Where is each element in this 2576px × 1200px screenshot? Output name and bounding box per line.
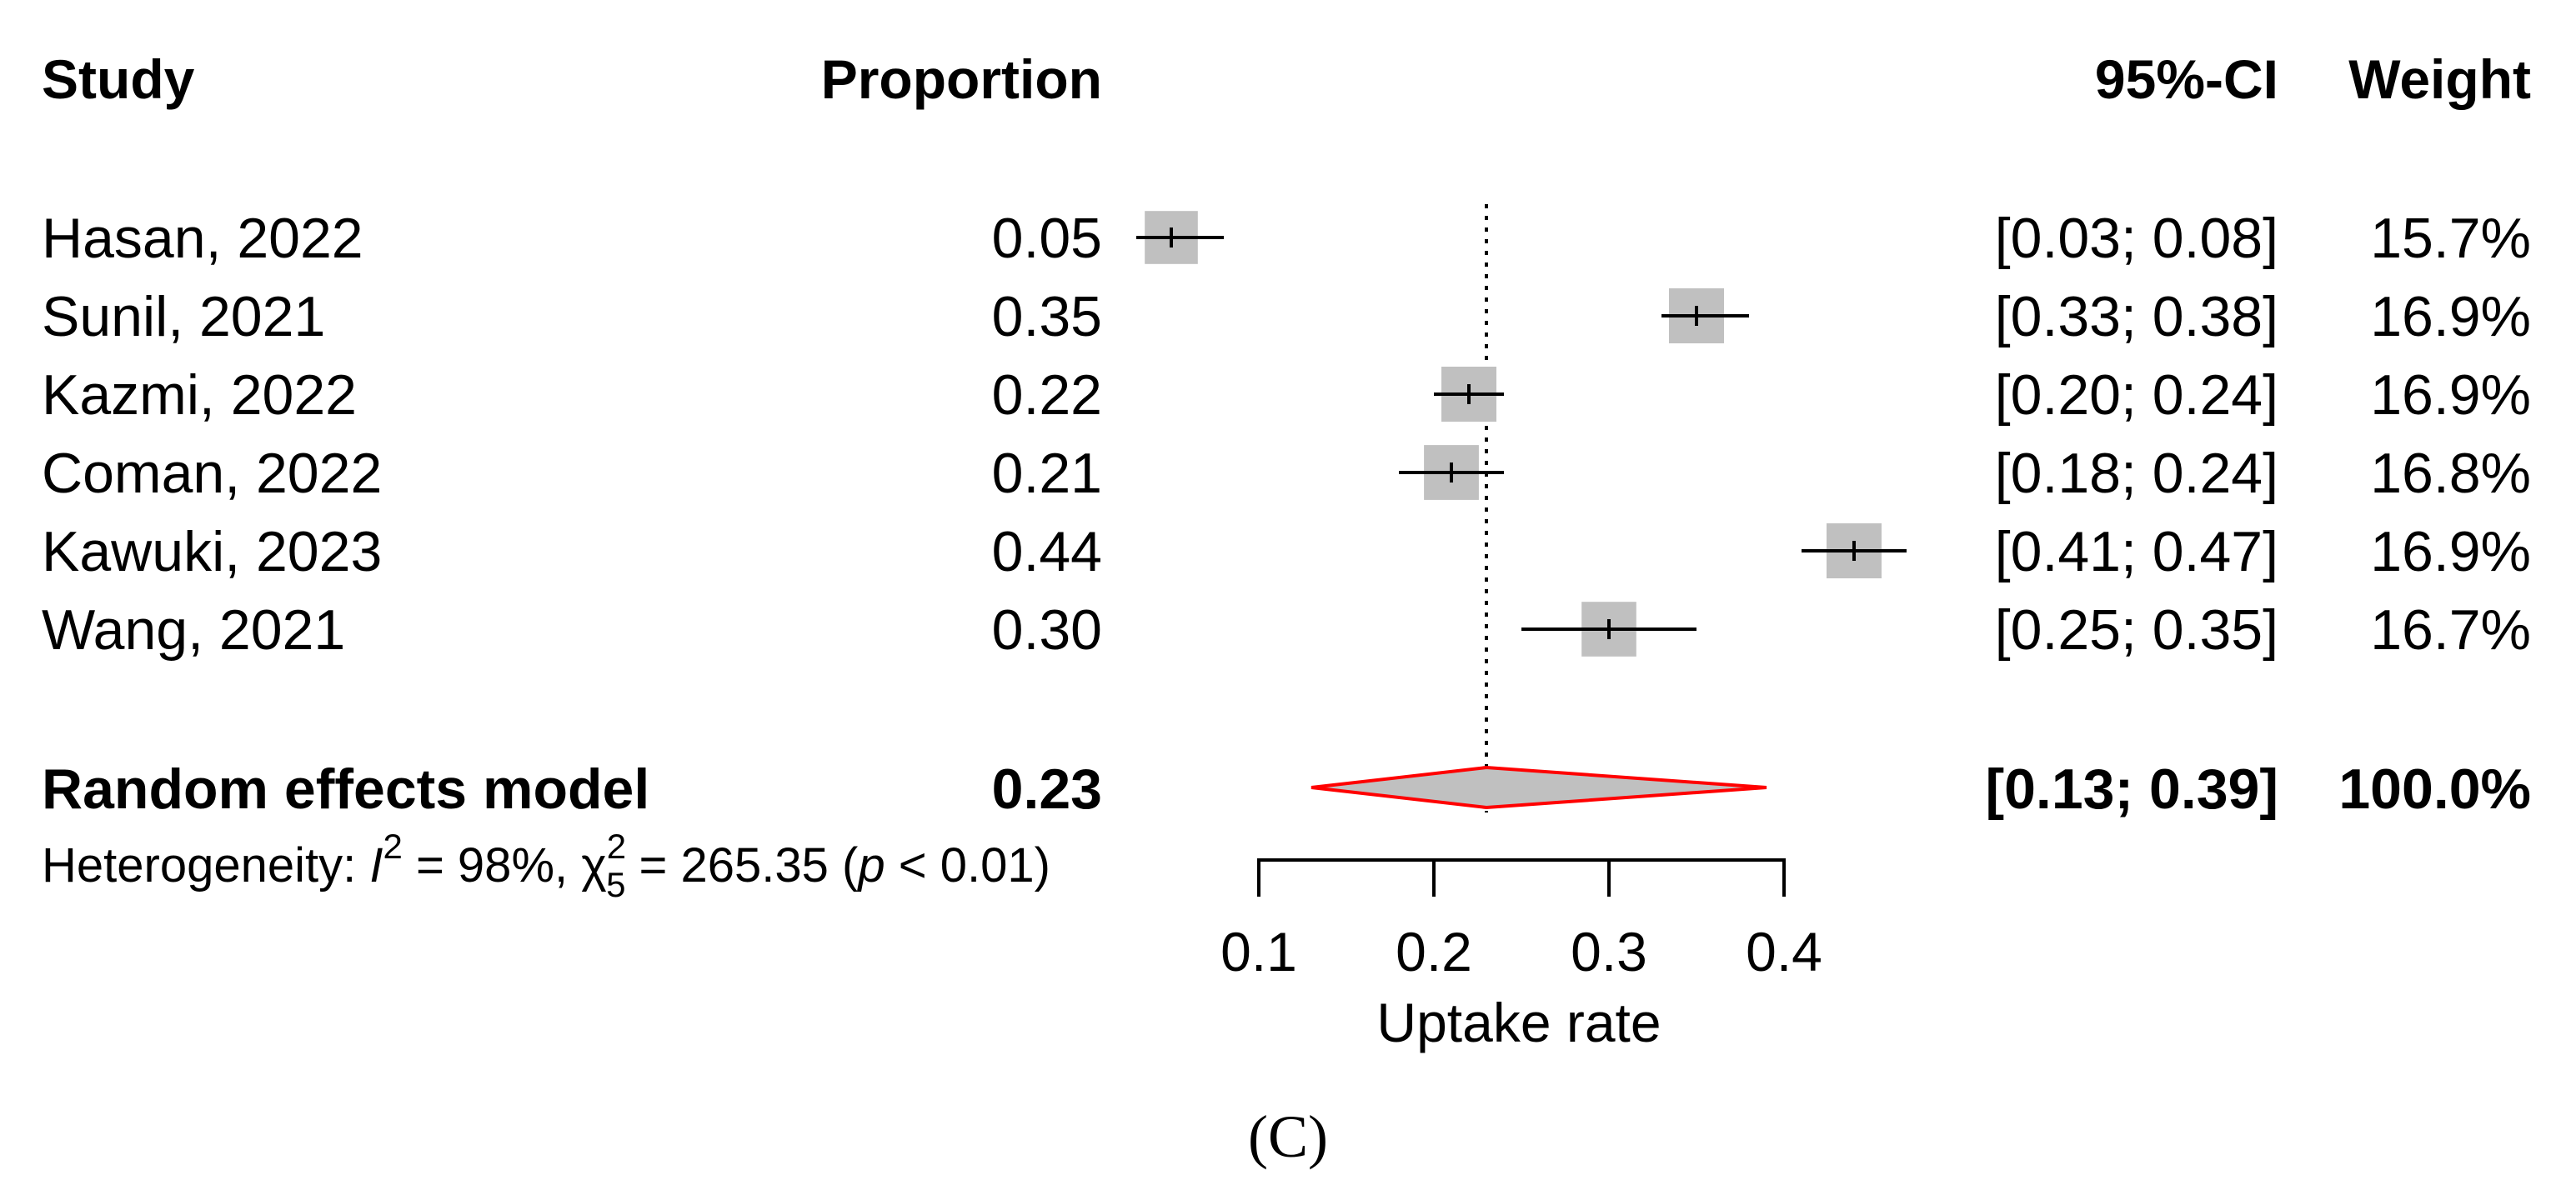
study-name: Coman, 2022 — [42, 442, 382, 505]
study-name: Sunil, 2021 — [42, 285, 325, 348]
study-marks — [1136, 211, 1907, 657]
study-name: Wang, 2021 — [42, 598, 345, 662]
study-name: Kawuki, 2023 — [42, 520, 382, 583]
study-ci: [0.33; 0.38] — [1995, 285, 2278, 348]
study-weight: 16.9% — [2370, 285, 2531, 348]
study-proportion: 0.22 — [992, 363, 1102, 427]
x-tick-label: 0.3 — [1571, 921, 1647, 982]
study-weight: 15.7% — [2370, 207, 2531, 270]
pooled-ci: [0.13; 0.39] — [1985, 758, 2278, 821]
study-name: Hasan, 2022 — [42, 207, 363, 270]
study-weight: 16.8% — [2370, 442, 2531, 505]
study-ci: [0.41; 0.47] — [1995, 520, 2278, 583]
study-name: Kazmi, 2022 — [42, 363, 357, 427]
study-weight: 16.9% — [2370, 363, 2531, 427]
x-axis-label: Uptake rate — [1376, 992, 1661, 1053]
study-ci: [0.25; 0.35] — [1995, 598, 2278, 662]
pooled-label: Random effects model — [42, 758, 649, 821]
header-study: Study — [42, 48, 195, 110]
study-ci: [0.20; 0.24] — [1995, 363, 2278, 427]
study-ci: [0.18; 0.24] — [1995, 442, 2278, 505]
study-weight: 16.9% — [2370, 520, 2531, 583]
header-proportion: Proportion — [821, 48, 1102, 110]
heterogeneity-text: Heterogeneity: I2 = 98%, χ2 5 = 265.35 (p… — [42, 827, 1050, 904]
pooled-diamond — [1311, 765, 1767, 810]
study-rows: Hasan, 2022 0.05 [0.03; 0.08] 15.7% Sunil, 2… — [42, 207, 2531, 662]
study-ci: [0.03; 0.08] — [1995, 207, 2278, 270]
study-proportion: 0.05 — [992, 207, 1102, 270]
study-proportion: 0.30 — [992, 598, 1102, 662]
study-proportion: 0.44 — [992, 520, 1102, 583]
panel-label: (C) — [1248, 1103, 1328, 1170]
pooled-weight: 100.0% — [2338, 758, 2531, 821]
study-proportion: 0.35 — [992, 285, 1102, 348]
x-tick-label: 0.2 — [1396, 921, 1472, 982]
x-axis: 0.1 0.2 0.3 0.4 — [1220, 858, 1822, 982]
study-proportion: 0.21 — [992, 442, 1102, 505]
x-tick-label: 0.1 — [1220, 921, 1297, 982]
header-weight: Weight — [2348, 48, 2531, 110]
pooled-proportion: 0.23 — [992, 758, 1102, 821]
study-weight: 16.7% — [2370, 598, 2531, 662]
header-ci: 95%-CI — [2095, 48, 2278, 110]
x-tick-label: 0.4 — [1746, 921, 1822, 982]
